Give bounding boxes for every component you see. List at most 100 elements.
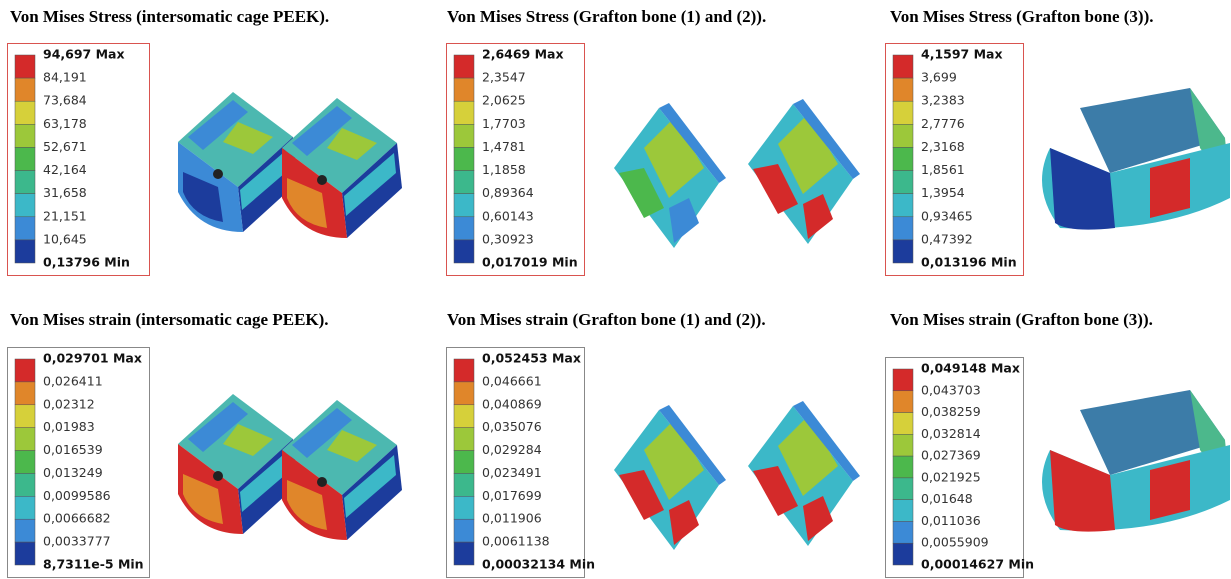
legend-label: 2,7776 <box>921 116 965 131</box>
legend-label: 2,3547 <box>482 70 526 85</box>
legend-swatch <box>893 543 913 565</box>
legend-label: 0,011036 <box>921 513 981 528</box>
legend-label: 0,89364 <box>482 185 534 200</box>
legend-label: 73,684 <box>43 93 87 108</box>
legend-swatch <box>893 217 913 240</box>
legend-swatch <box>15 101 35 124</box>
legend-swatch <box>454 171 474 194</box>
legend-label: 10,645 <box>43 231 87 246</box>
legend-label: 0,035076 <box>482 419 542 434</box>
legend-swatch <box>15 519 35 542</box>
legend-swatch <box>15 359 35 382</box>
panel-title: Von Mises Stress (Grafton bone (1) and (… <box>447 7 766 26</box>
block-patch <box>1150 460 1190 520</box>
legend-label: 0,043703 <box>921 382 981 397</box>
figure: Von Mises Stress (intersomatic cage PEEK… <box>0 0 1231 579</box>
legend-swatch <box>893 240 913 263</box>
legend-swatch <box>893 413 913 435</box>
legend-label: 63,178 <box>43 116 87 131</box>
legend-swatch <box>454 428 474 451</box>
legend-label: 0,02312 <box>43 396 95 411</box>
panel-title: Von Mises strain (Grafton bone (3)). <box>890 310 1153 329</box>
legend-swatch <box>15 451 35 474</box>
panel-title: Von Mises strain (Grafton bone (1) and (… <box>447 310 766 329</box>
legend-label: 0,029701 Max <box>43 351 142 366</box>
panel-title: Von Mises Stress (Grafton bone (3)). <box>890 7 1154 26</box>
legend-swatch <box>454 101 474 124</box>
legend-swatch <box>15 217 35 240</box>
legend-label: 94,697 Max <box>43 47 125 62</box>
legend-swatch <box>893 171 913 194</box>
legend-label: 0,0055909 <box>921 535 989 550</box>
legend-label: 4,1597 Max <box>921 47 1003 62</box>
legend-swatch <box>454 405 474 428</box>
legend-label: 0,027369 <box>921 448 981 463</box>
legend-swatch <box>15 382 35 405</box>
legend-label: 0,023491 <box>482 465 542 480</box>
legend-label: 0,021925 <box>921 469 981 484</box>
legend-label: 0,0066682 <box>43 511 111 526</box>
legend-label: 1,8561 <box>921 162 965 177</box>
legend-swatch <box>454 194 474 217</box>
legend-label: 0,026411 <box>43 373 103 388</box>
legend-label: 2,3168 <box>921 139 965 154</box>
legend-swatch <box>15 194 35 217</box>
legend-label: 52,671 <box>43 139 87 154</box>
legend-swatch <box>454 124 474 147</box>
legend-label: 0,040869 <box>482 396 542 411</box>
legend-label: 2,0625 <box>482 93 526 108</box>
legend-label: 0,13796 Min <box>43 255 130 270</box>
legend-label: 0,049148 Max <box>921 361 1020 376</box>
legend-label: 0,47392 <box>921 231 973 246</box>
legend-label: 0,029284 <box>482 442 542 457</box>
legend-swatch <box>893 478 913 500</box>
legend-swatch <box>15 473 35 496</box>
legend-swatch <box>893 434 913 456</box>
legend-label: 1,4781 <box>482 139 526 154</box>
legend-label: 8,7311e-5 Min <box>43 557 144 572</box>
legend-label: 0,30923 <box>482 231 534 246</box>
legend-label: 0,0099586 <box>43 488 111 503</box>
legend-label: 0,017699 <box>482 488 542 503</box>
cage-hole <box>317 175 327 185</box>
legend-swatch <box>15 496 35 519</box>
legend-label: 0,01648 <box>921 491 973 506</box>
legend-label: 0,93465 <box>921 208 973 223</box>
legend-label: 0,013249 <box>43 465 103 480</box>
legend-label: 1,3954 <box>921 185 965 200</box>
legend-label: 0,00032134 Min <box>482 557 595 572</box>
legend-swatch <box>893 194 913 217</box>
legend-swatch <box>15 55 35 78</box>
legend-label: 84,191 <box>43 70 87 85</box>
legend-label: 3,2383 <box>921 93 965 108</box>
legend-swatch <box>893 101 913 124</box>
legend-label: 1,7703 <box>482 116 526 131</box>
legend-swatch <box>454 147 474 170</box>
legend-swatch <box>15 405 35 428</box>
legend-label: 42,164 <box>43 162 87 177</box>
legend-label: 0,046661 <box>482 373 542 388</box>
legend-label: 0,032814 <box>921 426 981 441</box>
legend-label: 0,052453 Max <box>482 351 581 366</box>
panel-title: Von Mises strain (intersomatic cage PEEK… <box>10 310 329 329</box>
legend-label: 2,6469 Max <box>482 47 564 62</box>
legend-swatch <box>893 500 913 522</box>
legend-swatch <box>15 171 35 194</box>
cage-hole <box>213 169 223 179</box>
legend-swatch <box>454 217 474 240</box>
cage-hole <box>317 477 327 487</box>
legend-swatch <box>15 147 35 170</box>
legend-swatch <box>893 124 913 147</box>
legend-label: 0,01983 <box>43 419 95 434</box>
legend-swatch <box>454 542 474 565</box>
legend-swatch <box>454 496 474 519</box>
legend-label: 0,016539 <box>43 442 103 457</box>
legend-label: 0,0061138 <box>482 534 550 549</box>
legend-swatch <box>454 473 474 496</box>
legend-label: 0,013196 Min <box>921 255 1017 270</box>
legend-swatch <box>893 456 913 478</box>
legend-label: 1,1858 <box>482 162 526 177</box>
legend-swatch <box>893 521 913 543</box>
legend-swatch <box>893 391 913 413</box>
legend-label: 31,658 <box>43 185 87 200</box>
